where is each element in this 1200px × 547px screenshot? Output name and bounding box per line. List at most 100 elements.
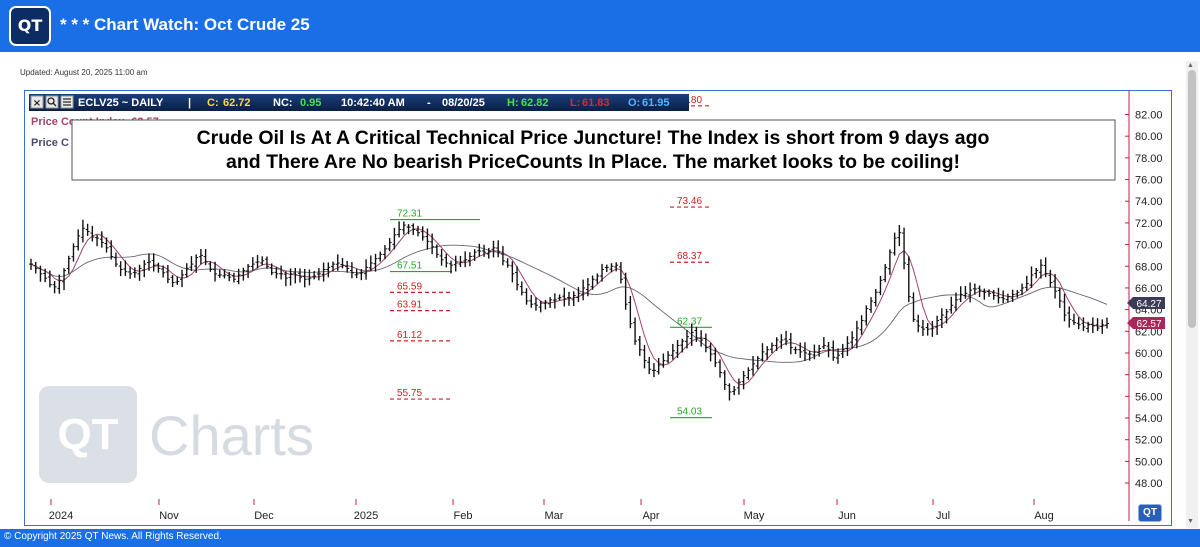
ohlc-bar <box>708 343 713 362</box>
svg-text:55.75: 55.75 <box>397 388 422 399</box>
close-value: 62.72 <box>223 97 251 109</box>
qt-logo[interactable]: QT <box>9 6 51 46</box>
chart-toolbar: × ECLV25 ~ DAILY | C: 62.72 NC: 0.95 10 <box>29 94 689 111</box>
svg-text:65.59: 65.59 <box>397 281 422 292</box>
net-change-value: 0.95 <box>300 97 321 109</box>
price-count-level: 54.03 <box>670 407 712 419</box>
scroll-up-arrow-icon[interactable]: ▲ <box>1187 62 1194 69</box>
ohlc-bar <box>930 320 935 337</box>
open-label: O: <box>628 97 640 109</box>
ohlc-bar <box>57 274 62 294</box>
svg-text:62.37: 62.37 <box>677 316 702 327</box>
ohlc-bar <box>151 253 156 272</box>
ohlc-bar <box>222 269 227 279</box>
quote-time: 10:42:40 AM <box>341 97 405 109</box>
ohlc-bar <box>146 253 151 271</box>
ohlc-bar <box>505 258 510 268</box>
scroll-down-arrow-icon[interactable]: ▼ <box>1187 518 1194 525</box>
ohlc-bar <box>449 260 454 274</box>
ohlc-bar <box>817 344 822 357</box>
ohlc-bar <box>283 271 288 287</box>
symbol-label[interactable]: ECLV25 ~ DAILY <box>78 97 164 109</box>
ohlc-bar <box>415 225 420 237</box>
ohlc-bar <box>732 386 737 396</box>
ohlc-bar <box>642 344 647 369</box>
ohlc-bar <box>213 261 218 282</box>
ohlc-bar <box>439 249 444 266</box>
watermark-logo: QT <box>57 410 118 459</box>
ohlc-bar <box>99 231 104 248</box>
ohlc-bar <box>156 262 161 273</box>
ohlc-bar <box>189 256 194 272</box>
x-tick-label: Jul <box>936 510 950 522</box>
ohlc-bar <box>444 253 449 268</box>
ohlc-bar <box>689 323 694 346</box>
ohlc-bar <box>411 223 416 236</box>
ohlc-bar <box>647 356 652 375</box>
ohlc-bar <box>401 221 406 235</box>
ohlc-bar <box>1105 317 1109 329</box>
low-label: L: <box>570 97 580 109</box>
ohlc-bar <box>751 356 756 376</box>
ohlc-bar <box>779 334 784 349</box>
ohlc-bar <box>939 308 944 329</box>
x-tick-label: Jun <box>838 510 856 522</box>
ohlc-bar <box>66 255 71 274</box>
ohlc-bar <box>241 267 246 281</box>
ohlc-bar <box>321 262 326 282</box>
y-tick-label: 54.00 <box>1135 413 1163 425</box>
ohlc-bar <box>736 378 741 395</box>
ohlc-bar <box>920 319 925 336</box>
ohlc-bar <box>864 305 869 326</box>
ohlc-bar <box>500 246 505 266</box>
quote-date: 08/20/25 <box>442 97 485 109</box>
y-tick-label: 48.00 <box>1135 478 1163 490</box>
price-count-level: 67.51 <box>390 261 452 273</box>
fast-moving-average-line <box>30 228 1108 386</box>
ohlc-bar <box>1071 313 1076 325</box>
search-icon[interactable] <box>45 95 59 109</box>
ohlc-bar <box>567 291 571 306</box>
ohlc-bar <box>515 266 520 291</box>
ohlc-bar <box>1057 287 1062 308</box>
ohlc-bar <box>397 221 402 238</box>
ohlc-bar <box>434 244 439 258</box>
ohlc-bar <box>142 260 147 278</box>
qt-corner-logo[interactable]: QT <box>1138 504 1162 522</box>
ohlc-bar <box>510 261 515 283</box>
ohlc-bar <box>769 342 774 354</box>
price-count-level: 65.59 <box>390 281 452 293</box>
ohlc-bar <box>373 253 378 272</box>
ohlc-bar <box>944 308 949 324</box>
ohlc-bar <box>123 260 128 276</box>
ohlc-bar <box>609 263 614 273</box>
ohlc-bar <box>128 266 133 279</box>
scroll-thumb[interactable] <box>1188 70 1196 328</box>
ohlc-bar <box>557 294 562 301</box>
ohlc-bar <box>132 267 137 278</box>
y-tick-label: 72.00 <box>1135 218 1163 230</box>
ohlc-bar <box>878 275 883 296</box>
high-label: H: <box>507 97 519 109</box>
price-count-level: 72.31 <box>390 209 480 221</box>
ohlc-bar <box>1038 259 1043 279</box>
ohlc-bar <box>354 269 359 279</box>
svg-text:54.03: 54.03 <box>677 407 702 418</box>
ohlc-bar <box>368 255 373 272</box>
ohlc-bar <box>656 358 661 375</box>
ohlc-bar <box>722 370 727 390</box>
y-tick-label: 74.00 <box>1135 196 1163 208</box>
ohlc-bar <box>359 269 364 281</box>
ohlc-bar <box>279 265 284 280</box>
ohlc-bar <box>463 251 468 268</box>
ohlc-bar <box>482 244 487 257</box>
ohlc-bar <box>255 255 260 269</box>
ohlc-bar <box>826 341 831 358</box>
low-value: 61.83 <box>582 97 610 109</box>
ohlc-bar <box>637 336 642 356</box>
ohlc-bar <box>911 292 916 322</box>
close-icon[interactable]: × <box>30 95 44 109</box>
list-icon[interactable] <box>60 95 74 109</box>
ohlc-bars <box>29 219 1109 401</box>
time-axis: 2024 Nov Dec 2025 Feb Mar Apr May Jun Jul Aug <box>49 499 1054 522</box>
